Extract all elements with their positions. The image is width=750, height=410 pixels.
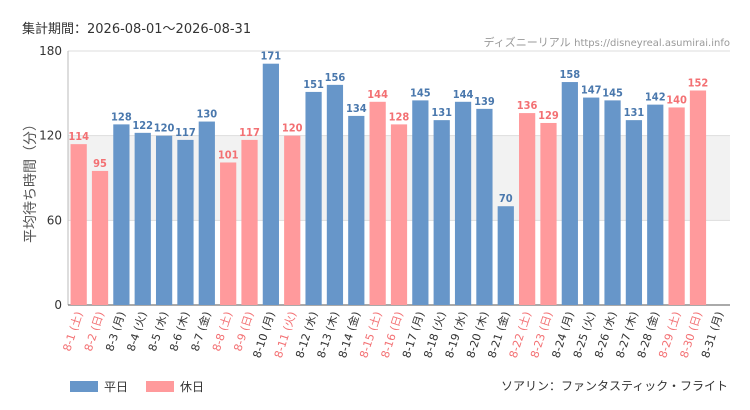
legend-swatch-weekday [70,381,98,392]
bar [497,206,514,305]
bar [241,139,258,305]
bar-value-label: 129 [538,109,559,122]
bar [134,132,151,305]
period-label: 集計期間：2026-08-01〜2026-08-31 [22,22,252,37]
bar [262,63,279,306]
legend-item-weekday[interactable]: 平日 [70,378,128,395]
bar-value-label: 139 [474,95,495,108]
bar-value-label: 145 [410,86,431,99]
bar-value-label: 101 [218,148,239,161]
bar [561,82,578,306]
bar-value-label: 140 [666,93,687,106]
y-tick-label-0: 0 [54,298,62,312]
bar-value-label: 151 [303,78,324,91]
bar-value-label: 152 [688,77,709,90]
bar-value-label: 70 [499,192,513,205]
attraction-name: ソアリン：ファンタスティック・フライト [500,379,728,393]
bar-value-label: 131 [624,106,645,119]
bar-value-label: 136 [517,99,538,112]
bar [326,84,344,305]
legend: 平日 休日 [70,378,204,395]
y-tick-label-120: 120 [39,129,62,143]
bar [220,162,237,305]
bar [348,115,365,306]
bar [305,91,322,305]
credit: ディズニーリアル https://disneyreal.asumirai.inf… [484,34,731,50]
bar-value-label: 144 [453,88,474,101]
bar [369,101,386,305]
bar-value-label: 144 [367,88,388,101]
bar-value-label: 130 [196,108,217,121]
bar-value-label: 145 [602,86,623,99]
bar-value-label: 120 [154,122,175,135]
bar [647,104,664,305]
bar [198,121,215,305]
bar [70,144,87,305]
bar [433,120,450,306]
credit-url[interactable]: https://disneyreal.asumirai.info [574,38,730,49]
bar-value-label: 171 [261,50,282,63]
bar-value-label: 114 [68,130,89,143]
bar-value-label: 120 [282,122,303,135]
bar-value-label: 147 [581,84,602,97]
bar [689,90,707,305]
bar-value-label: 128 [111,110,132,123]
bar-value-label: 95 [93,157,107,170]
bar [476,108,493,305]
bar [155,135,173,305]
bar [540,122,557,305]
bar [668,107,685,305]
bar [454,101,472,305]
bar-value-label: 158 [560,68,581,81]
legend-item-holiday[interactable]: 休日 [146,378,204,395]
bar-value-label: 134 [346,102,367,115]
y-tick-label-180: 180 [39,44,62,58]
bar-value-label: 122 [132,119,153,132]
bar-value-label: 128 [389,110,410,123]
bar [519,113,536,305]
bar-value-label: 142 [645,91,666,104]
bar [91,170,109,305]
y-tick-label-60: 60 [47,213,62,227]
credit-site: ディズニーリアル [483,36,571,49]
bar-value-label: 131 [431,106,452,119]
bar-value-label: 117 [239,126,260,139]
bar [625,120,643,306]
bar-value-label: 117 [175,126,196,139]
bar [604,100,621,305]
legend-label-weekday: 平日 [104,380,129,394]
bar-value-label: 156 [325,71,346,84]
bar [390,124,408,305]
legend-label-holiday: 休日 [180,380,205,394]
bar [412,100,429,305]
legend-swatch-holiday [146,381,175,392]
bar [113,124,130,305]
bar [177,139,194,305]
bar [284,135,301,305]
bar [583,97,600,305]
